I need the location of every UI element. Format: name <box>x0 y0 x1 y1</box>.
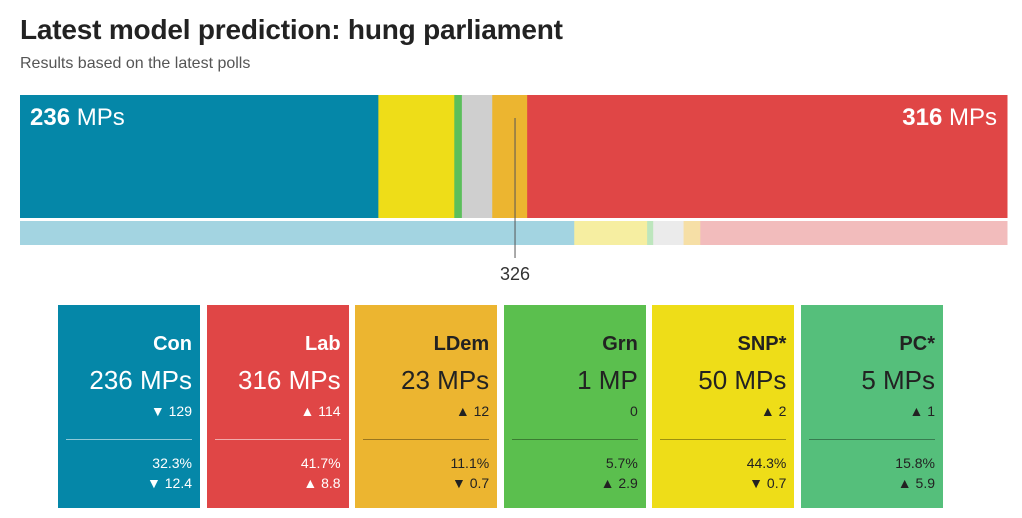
seat-bar-lab <box>527 95 1008 218</box>
seat-change: ▲ 2 <box>760 403 787 419</box>
right-seat-unit: MPs <box>942 104 997 131</box>
left-seat-label: 236 MPs <box>30 104 125 131</box>
party-card: Lab 316 MPs ▲ 114 41.7% ▲ 8.8 <box>206 305 349 508</box>
card-divider <box>809 439 935 440</box>
vote-share: 5.7% <box>605 455 638 471</box>
vote-change: ▲ 8.8 <box>303 475 341 491</box>
party-card: SNP* 50 MPs ▲ 2 44.3% ▼ 0.7 <box>652 305 795 508</box>
previous-bar-con <box>20 221 575 245</box>
party-card: PC* 5 MPs ▲ 1 15.8% ▲ 5.9 <box>801 305 943 508</box>
seat-change: ▼ 129 <box>150 403 192 419</box>
left-seat-number: 236 <box>30 104 70 131</box>
party-name: Lab <box>305 333 341 355</box>
chart-subtitle: Results based on the latest polls <box>20 55 251 72</box>
vote-share: 44.3% <box>746 455 787 471</box>
party-name: Con <box>153 333 192 355</box>
seat-count: 50 MPs <box>698 365 787 395</box>
seat-count: 1 MP <box>577 365 638 395</box>
card-divider <box>660 439 787 440</box>
seat-bar-other <box>461 95 493 218</box>
card-divider <box>66 439 192 440</box>
seat-change: ▲ 12 <box>455 403 490 419</box>
previous-bar-other <box>653 221 685 245</box>
seat-count: 236 MPs <box>89 365 192 395</box>
party-name: PC* <box>899 333 935 355</box>
left-seat-unit: MPs <box>70 104 125 131</box>
seat-count: 316 MPs <box>237 365 341 395</box>
party-card: LDem 23 MPs ▲ 12 11.1% ▼ 0.7 <box>355 305 498 508</box>
seat-change: ▲ 114 <box>300 403 341 419</box>
card-divider <box>511 439 638 440</box>
seat-bar-grn <box>454 95 463 218</box>
seat-count: 5 MPs <box>861 365 935 395</box>
vote-change: ▼ 0.7 <box>451 475 490 491</box>
seat-bar-ldem <box>492 95 528 218</box>
right-seat-number: 316 <box>902 104 942 131</box>
majority-label: 326 <box>500 264 530 284</box>
vote-share: 32.3% <box>152 455 192 471</box>
party-card: Con 236 MPs ▼ 129 32.3% ▼ 12.4 <box>58 305 200 508</box>
vote-share: 11.1% <box>450 455 490 471</box>
previous-bar-snp <box>574 221 648 245</box>
vote-share: 41.7% <box>300 455 341 471</box>
previous-bar-lab <box>700 221 1008 245</box>
party-name: SNP* <box>737 333 787 355</box>
previous-bar-grn <box>647 221 654 245</box>
party-name: LDem <box>433 333 490 355</box>
vote-change: ▲ 5.9 <box>897 475 935 491</box>
seat-bar-snp <box>378 95 455 218</box>
card-divider <box>363 439 490 440</box>
vote-share: 15.8% <box>895 455 935 471</box>
party-card: Grn 1 MP 0 5.7% ▲ 2.9 <box>503 305 646 508</box>
chart-title: Latest model prediction: hung parliament <box>20 14 563 45</box>
previous-bar-ldem <box>683 221 701 245</box>
seat-change: ▲ 1 <box>909 403 935 419</box>
vote-change: ▲ 2.9 <box>600 475 638 491</box>
vote-change: ▼ 0.7 <box>749 475 787 491</box>
vote-change: ▼ 12.4 <box>147 475 192 491</box>
seat-count: 23 MPs <box>401 365 490 395</box>
seat-change: 0 <box>630 403 638 419</box>
party-name: Grn <box>602 333 638 355</box>
seat-bar-con <box>20 95 379 218</box>
right-seat-label: 316 MPs <box>902 104 997 131</box>
card-divider <box>214 439 341 440</box>
